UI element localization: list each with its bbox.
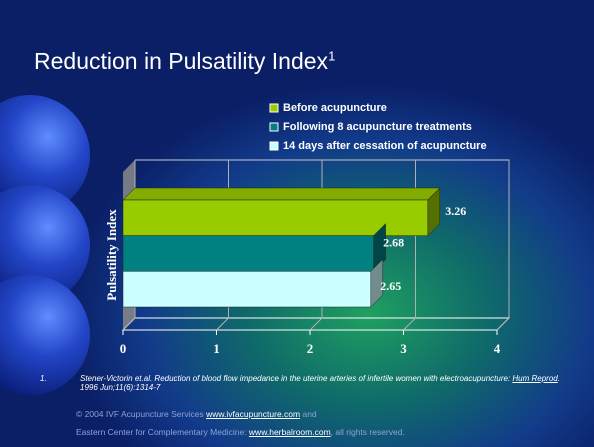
page: {"chart_data": {"type": "bar", "orientat… [0, 0, 594, 447]
copyright-text: © 2004 IVF Acupuncture Services [76, 409, 204, 419]
bar [123, 236, 374, 272]
data-label: 2.68 [383, 235, 404, 249]
x-tick-label: 2 [307, 341, 314, 356]
footnote-number: 1. [40, 374, 47, 383]
legend-label: Following 8 acupuncture treatments [283, 121, 472, 133]
footnote: 1. Stener-Victorin et.al. Reduction of b… [40, 374, 560, 392]
bar [123, 271, 371, 307]
footnote-text: Stener-Victorin et.al. Reduction of bloo… [80, 374, 560, 392]
copyright-line: © 2004 IVF Acupuncture Services www.ivfa… [76, 409, 317, 419]
copyright-text: and [302, 409, 316, 419]
data-label: 2.65 [380, 279, 401, 293]
slide: Reduction in Pulsatility Index1 Pulsatil… [0, 0, 594, 447]
footnote-journal: Hum Reprod [512, 374, 557, 383]
footnote-body: Stener-Victorin et.al. Reduction of bloo… [80, 374, 512, 383]
copyright-text: Eastern Center for Complementary Medicin… [76, 427, 247, 437]
legend-swatch [270, 104, 278, 112]
copyright-text: , all rights reserved. [331, 427, 405, 437]
grid-line [497, 160, 509, 330]
x-tick-label: 1 [213, 341, 220, 356]
legend-label: Before acupuncture [283, 102, 387, 114]
x-tick-label: 0 [120, 341, 127, 356]
x-tick-label: 3 [400, 341, 407, 356]
body: Reduction in Pulsatility Index1 Pulsatil… [0, 0, 594, 447]
link[interactable]: www.herbalroom.com [249, 427, 331, 437]
grid-line [404, 160, 416, 330]
copyright-line: Eastern Center for Complementary Medicin… [76, 427, 405, 437]
x-tick-label: 4 [494, 341, 501, 356]
link[interactable]: www.ivfacupuncture.com [206, 409, 300, 419]
legend-label: 14 days after cessation of acupuncture [283, 140, 487, 152]
legend-swatch [270, 142, 278, 150]
bar-top [123, 188, 440, 200]
y-axis-label: Pulsatility Index [104, 209, 119, 301]
data-label: 3.26 [445, 204, 466, 218]
legend-swatch [270, 123, 278, 131]
